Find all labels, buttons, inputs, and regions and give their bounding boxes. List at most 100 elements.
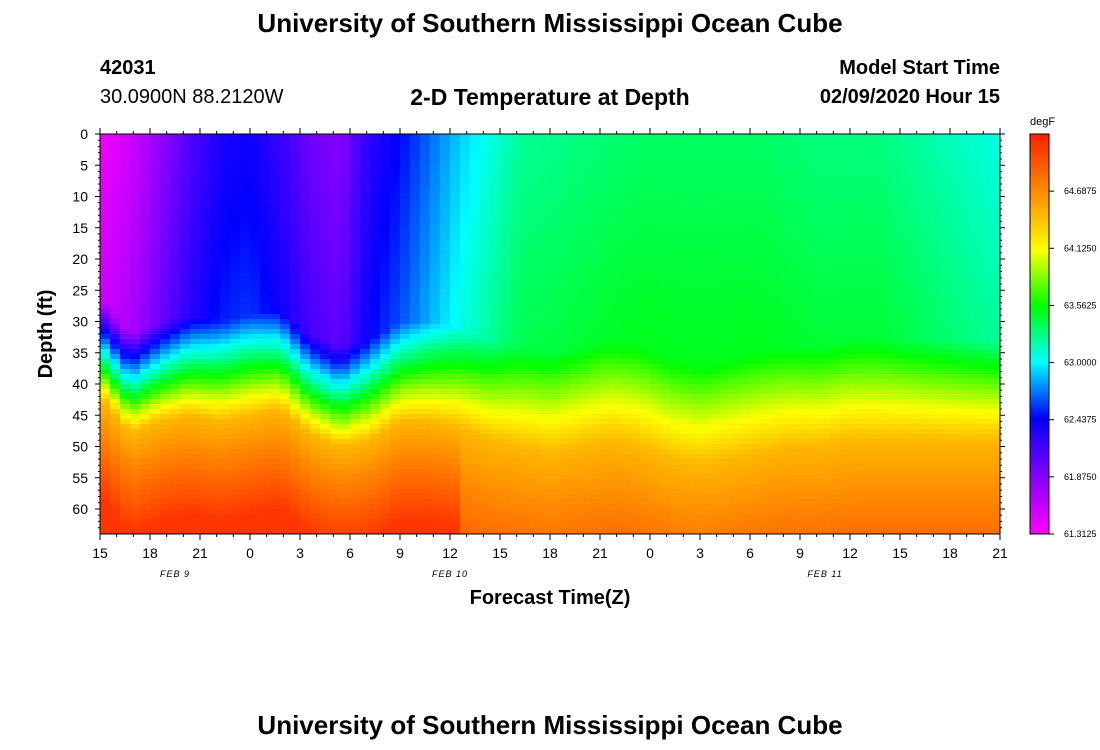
heatmap-cell bbox=[330, 224, 341, 230]
heatmap-cell bbox=[440, 284, 451, 290]
heatmap-cell bbox=[650, 524, 661, 530]
heatmap-cell bbox=[350, 259, 361, 265]
heatmap-cell bbox=[430, 244, 441, 250]
heatmap-cell bbox=[510, 214, 521, 220]
heatmap-cell bbox=[200, 234, 211, 240]
heatmap-cell bbox=[110, 379, 121, 385]
heatmap-cell bbox=[230, 404, 241, 410]
heatmap-cell bbox=[540, 274, 551, 280]
heatmap-cell bbox=[230, 354, 241, 360]
heatmap-cell bbox=[390, 444, 401, 450]
heatmap-cell bbox=[390, 214, 401, 220]
heatmap-cell bbox=[330, 449, 341, 455]
heatmap-cell bbox=[110, 399, 121, 405]
heatmap-cell bbox=[130, 434, 141, 440]
heatmap-cell bbox=[430, 269, 441, 275]
heatmap-cell bbox=[320, 229, 331, 235]
heatmap-cell bbox=[530, 384, 541, 390]
heatmap-cell bbox=[100, 219, 111, 225]
heatmap-cell bbox=[430, 434, 441, 440]
heatmap-cell bbox=[250, 274, 261, 280]
heatmap-cell bbox=[630, 259, 641, 265]
heatmap-cell bbox=[220, 479, 231, 485]
heatmap-cell bbox=[550, 504, 561, 510]
heatmap-cell bbox=[620, 144, 631, 150]
heatmap-cell bbox=[550, 159, 561, 165]
heatmap-cell bbox=[530, 239, 541, 245]
heatmap-cell bbox=[140, 339, 151, 345]
heatmap-cell bbox=[420, 454, 431, 460]
heatmap-cell bbox=[400, 479, 411, 485]
heatmap-cell bbox=[250, 479, 261, 485]
heatmap-cell bbox=[260, 409, 271, 415]
heatmap-cell bbox=[570, 469, 581, 475]
heatmap-cell bbox=[470, 244, 481, 250]
heatmap-cell bbox=[610, 149, 621, 155]
heatmap-cell bbox=[180, 294, 191, 300]
heatmap-cell bbox=[120, 369, 131, 375]
heatmap-cell bbox=[160, 399, 171, 405]
heatmap-cell bbox=[450, 134, 461, 140]
heatmap-cell bbox=[490, 394, 501, 400]
heatmap-cell bbox=[260, 299, 271, 305]
heatmap-cell bbox=[660, 229, 671, 235]
heatmap-cell bbox=[170, 289, 181, 295]
heatmap-cell bbox=[450, 479, 461, 485]
heatmap-cell bbox=[100, 464, 111, 470]
heatmap-cell bbox=[240, 379, 251, 385]
heatmap-cell bbox=[370, 189, 381, 195]
heatmap-cell bbox=[110, 519, 121, 525]
heatmap-cell bbox=[310, 429, 321, 435]
heatmap-cell bbox=[220, 149, 231, 155]
heatmap-cell bbox=[400, 174, 411, 180]
heatmap-cell bbox=[300, 329, 311, 335]
heatmap-cell bbox=[640, 524, 651, 530]
heatmap-cell bbox=[670, 139, 681, 145]
heatmap-cell bbox=[440, 259, 451, 265]
heatmap-cell bbox=[350, 349, 361, 355]
heatmap-cell bbox=[310, 454, 321, 460]
heatmap-cell bbox=[330, 439, 341, 445]
heatmap-cell bbox=[210, 164, 221, 170]
heatmap-cell bbox=[640, 154, 651, 160]
heatmap-cell bbox=[270, 174, 281, 180]
heatmap-cell bbox=[590, 144, 601, 150]
heatmap-cell bbox=[670, 189, 681, 195]
heatmap-cell bbox=[610, 249, 621, 255]
heatmap-cell bbox=[110, 374, 121, 380]
heatmap-cell bbox=[300, 359, 311, 365]
heatmap-cell bbox=[290, 444, 301, 450]
heatmap-cell bbox=[530, 289, 541, 295]
heatmap-cell bbox=[290, 459, 301, 465]
heatmap-cell bbox=[430, 494, 441, 500]
heatmap-cell bbox=[650, 309, 661, 315]
heatmap-cell bbox=[260, 234, 271, 240]
heatmap-cell bbox=[520, 254, 531, 260]
heatmap-cell bbox=[310, 404, 321, 410]
heatmap-cell bbox=[180, 354, 191, 360]
heatmap-cell bbox=[630, 139, 641, 145]
heatmap-cell bbox=[670, 244, 681, 250]
heatmap-cell bbox=[670, 199, 681, 205]
heatmap-cell bbox=[500, 369, 511, 375]
heatmap-cell bbox=[210, 219, 221, 225]
heatmap-cell bbox=[460, 294, 471, 300]
heatmap-cell bbox=[460, 194, 471, 200]
heatmap-cell bbox=[490, 524, 501, 530]
heatmap-cell bbox=[460, 489, 471, 495]
heatmap-cell bbox=[690, 234, 701, 240]
heatmap-cell bbox=[250, 354, 261, 360]
heatmap-cell bbox=[470, 439, 481, 445]
heatmap-cell bbox=[160, 314, 171, 320]
heatmap-cell bbox=[640, 439, 651, 445]
heatmap-cell bbox=[360, 274, 371, 280]
heatmap-cell bbox=[150, 294, 161, 300]
heatmap-cell bbox=[140, 264, 151, 270]
heatmap-cell bbox=[430, 279, 441, 285]
heatmap-cell bbox=[150, 179, 161, 185]
heatmap-cell bbox=[340, 234, 351, 240]
heatmap-cell bbox=[630, 474, 641, 480]
heatmap-cell bbox=[610, 134, 621, 140]
heatmap-cell bbox=[480, 279, 491, 285]
heatmap-cell bbox=[600, 389, 611, 395]
